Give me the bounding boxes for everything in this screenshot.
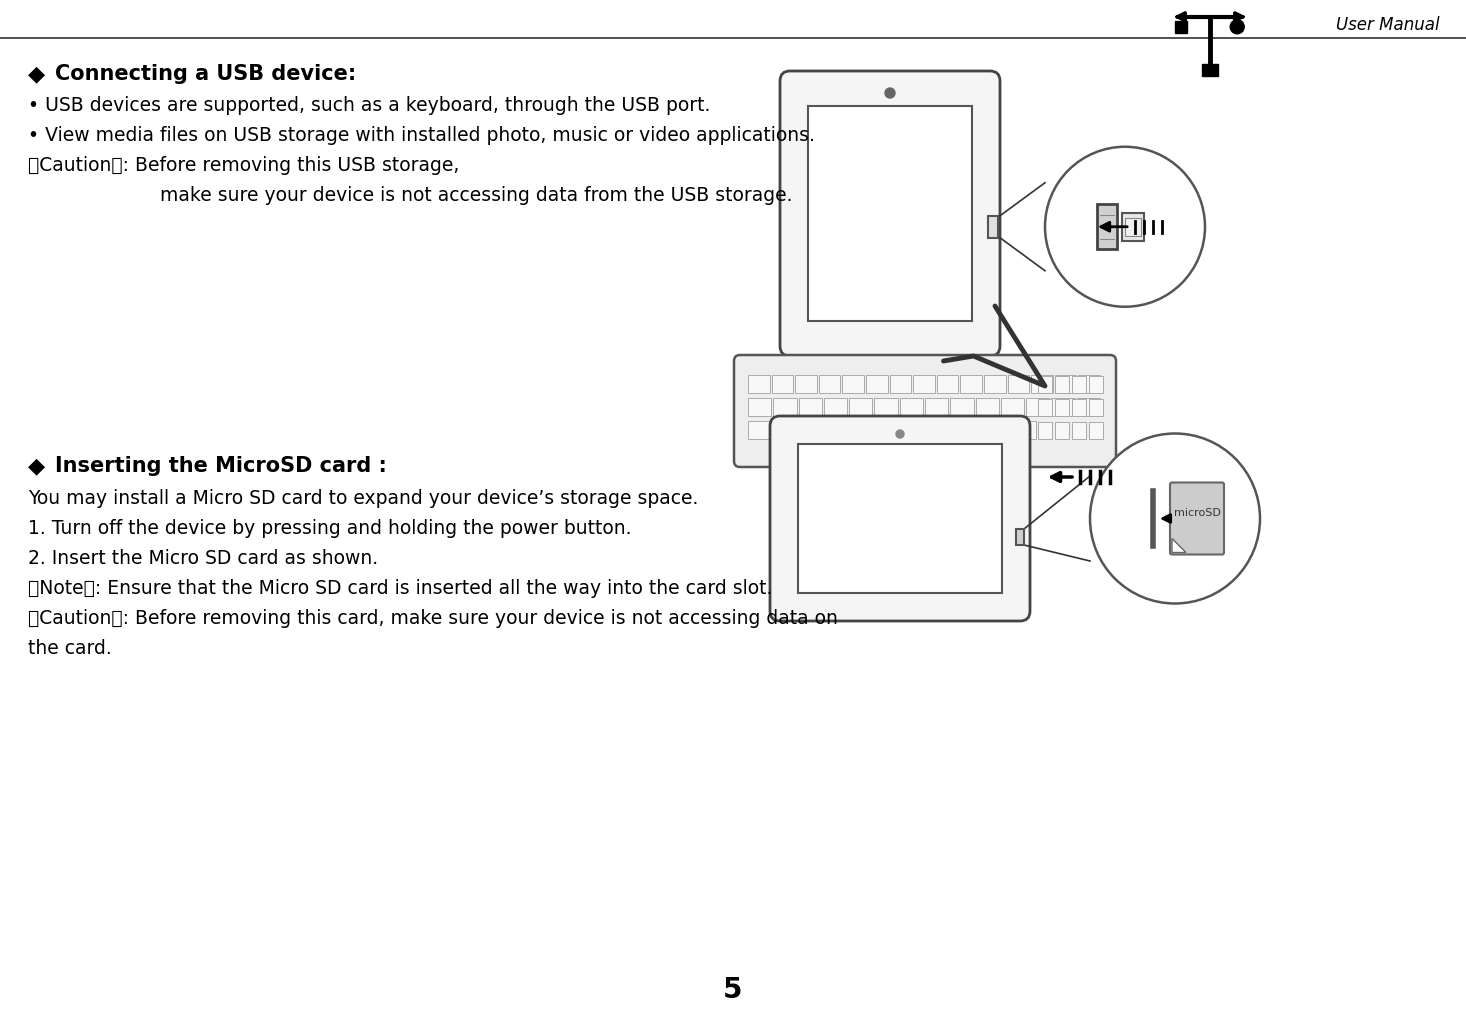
Bar	[819, 374, 840, 393]
Text: the card.: the card.	[28, 639, 111, 658]
Bar	[771, 374, 793, 393]
Bar	[890, 374, 912, 393]
Bar	[1072, 422, 1086, 439]
Text: Inserting the MicroSD card :: Inserting the MicroSD card :	[56, 456, 387, 476]
Polygon shape	[1171, 539, 1186, 552]
Bar	[1089, 376, 1102, 393]
Text: microSD: microSD	[1174, 509, 1220, 518]
Bar	[937, 374, 959, 393]
Bar	[900, 398, 924, 416]
Text: You may install a Micro SD card to expand your device’s storage space.: You may install a Micro SD card to expan…	[28, 489, 698, 508]
Ellipse shape	[1045, 147, 1205, 307]
Bar	[1202, 64, 1218, 76]
Text: 5: 5	[723, 976, 743, 1004]
Circle shape	[896, 430, 905, 438]
Bar	[827, 421, 852, 439]
Bar	[1026, 398, 1050, 416]
Bar	[1007, 374, 1029, 393]
Text: • View media files on USB storage with installed photo, music or video applicati: • View media files on USB storage with i…	[28, 126, 815, 145]
Bar	[960, 374, 982, 393]
Bar	[1051, 398, 1075, 416]
Bar	[1056, 422, 1069, 439]
Bar	[1124, 218, 1141, 236]
Bar	[1174, 21, 1187, 33]
Bar	[1089, 422, 1102, 439]
Bar	[925, 398, 949, 416]
Bar	[853, 421, 878, 439]
Text: 【Caution】: Before removing this USB storage,: 【Caution】: Before removing this USB stor…	[28, 156, 459, 175]
Bar	[913, 374, 935, 393]
Bar	[1038, 422, 1053, 439]
Bar	[748, 421, 773, 439]
Bar	[849, 398, 872, 416]
Bar	[1076, 398, 1100, 416]
Text: User Manual: User Manual	[1337, 16, 1440, 34]
Bar	[1056, 374, 1076, 393]
Bar	[1056, 376, 1069, 393]
Bar	[824, 398, 847, 416]
Bar	[808, 106, 972, 321]
Bar	[1089, 399, 1102, 416]
Circle shape	[1230, 19, 1245, 34]
Bar	[959, 421, 984, 439]
Bar	[1031, 374, 1053, 393]
Bar	[932, 421, 957, 439]
Ellipse shape	[1091, 434, 1259, 603]
Bar	[1056, 399, 1069, 416]
Bar	[795, 374, 817, 393]
Bar	[975, 398, 998, 416]
Bar	[985, 421, 1010, 439]
Bar	[1072, 399, 1086, 416]
Text: ◆: ◆	[28, 64, 45, 84]
Bar	[874, 398, 897, 416]
Bar	[1038, 376, 1053, 393]
Bar	[1001, 398, 1025, 416]
Bar	[1038, 399, 1053, 416]
Bar	[1121, 212, 1143, 241]
Text: Connecting a USB device:: Connecting a USB device:	[56, 64, 356, 84]
Text: ◆: ◆	[28, 456, 45, 476]
Bar	[799, 398, 822, 416]
FancyBboxPatch shape	[780, 71, 1000, 356]
Text: 【Caution】: Before removing this card, make sure your device is not accessing dat: 【Caution】: Before removing this card, ma…	[28, 609, 839, 628]
FancyBboxPatch shape	[1170, 482, 1224, 554]
Bar	[1012, 421, 1036, 439]
Bar	[1072, 376, 1086, 393]
Bar	[866, 374, 887, 393]
Bar	[988, 215, 998, 238]
Bar	[880, 421, 905, 439]
Bar	[843, 374, 863, 393]
Text: make sure your device is not accessing data from the USB storage.: make sure your device is not accessing d…	[28, 186, 793, 205]
FancyBboxPatch shape	[734, 355, 1116, 467]
Text: • USB devices are supported, such as a keyboard, through the USB port.: • USB devices are supported, such as a k…	[28, 96, 711, 115]
Bar	[906, 421, 931, 439]
Bar	[798, 444, 1001, 593]
Bar	[800, 421, 825, 439]
Bar	[774, 421, 799, 439]
Bar	[1079, 374, 1100, 393]
Bar	[984, 374, 1006, 393]
Bar	[748, 398, 771, 416]
Circle shape	[885, 88, 896, 98]
Text: 【Note】: Ensure that the Micro SD card is inserted all the way into the card slot: 【Note】: Ensure that the Micro SD card is…	[28, 579, 773, 598]
Bar	[748, 374, 770, 393]
FancyBboxPatch shape	[770, 416, 1031, 621]
Bar	[950, 398, 973, 416]
Text: 1. Turn off the device by pressing and holding the power button.: 1. Turn off the device by pressing and h…	[28, 519, 632, 538]
Text: 2. Insert the Micro SD card as shown.: 2. Insert the Micro SD card as shown.	[28, 549, 378, 568]
Bar	[1097, 204, 1117, 249]
Bar	[773, 398, 796, 416]
Bar	[1016, 529, 1023, 545]
